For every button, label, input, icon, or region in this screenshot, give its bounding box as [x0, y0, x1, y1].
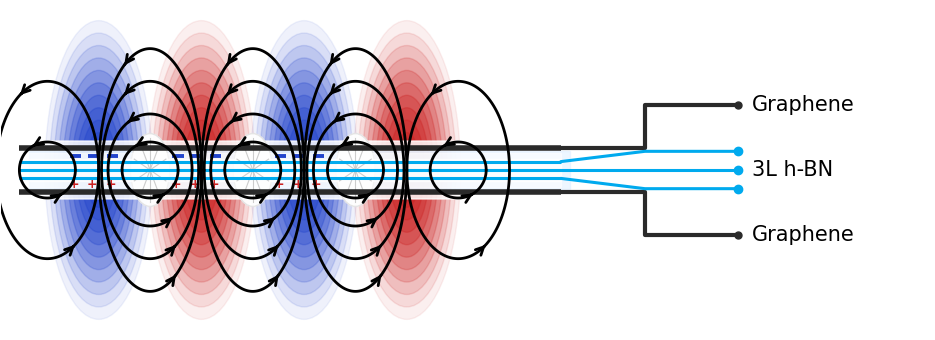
Text: +: + — [311, 177, 322, 190]
Ellipse shape — [197, 157, 206, 183]
Ellipse shape — [259, 46, 349, 294]
Ellipse shape — [402, 157, 411, 183]
Ellipse shape — [273, 83, 336, 257]
Ellipse shape — [67, 83, 130, 257]
Ellipse shape — [367, 58, 447, 282]
Text: Graphene: Graphene — [753, 95, 855, 115]
Text: Graphene: Graphene — [753, 225, 855, 245]
Ellipse shape — [157, 46, 246, 294]
Ellipse shape — [80, 120, 117, 220]
Ellipse shape — [371, 70, 442, 270]
Text: +: + — [87, 177, 97, 190]
Ellipse shape — [45, 21, 152, 319]
Bar — [20, 153, 561, 187]
Ellipse shape — [85, 133, 112, 207]
Text: +: + — [106, 177, 116, 190]
Ellipse shape — [77, 108, 122, 232]
Ellipse shape — [251, 21, 358, 319]
Ellipse shape — [268, 70, 340, 270]
Ellipse shape — [72, 95, 125, 245]
Ellipse shape — [50, 33, 148, 307]
FancyBboxPatch shape — [43, 141, 566, 199]
Text: +: + — [209, 177, 219, 190]
Ellipse shape — [394, 133, 420, 207]
Text: +: + — [190, 177, 200, 190]
Ellipse shape — [59, 58, 139, 282]
Ellipse shape — [291, 133, 318, 207]
Ellipse shape — [357, 33, 456, 307]
Ellipse shape — [94, 157, 103, 183]
Ellipse shape — [389, 120, 424, 220]
Bar — [20, 159, 561, 181]
Ellipse shape — [353, 21, 461, 319]
Text: +: + — [68, 177, 79, 190]
Ellipse shape — [183, 120, 220, 220]
Ellipse shape — [188, 133, 215, 207]
Ellipse shape — [233, 134, 272, 206]
Ellipse shape — [336, 134, 375, 206]
Ellipse shape — [286, 120, 322, 220]
Ellipse shape — [152, 33, 251, 307]
Ellipse shape — [161, 58, 241, 282]
Ellipse shape — [362, 46, 452, 294]
Text: 3L h-BN: 3L h-BN — [753, 160, 833, 180]
Ellipse shape — [255, 33, 353, 307]
Ellipse shape — [295, 145, 313, 195]
Ellipse shape — [180, 108, 223, 232]
Ellipse shape — [398, 145, 416, 195]
Ellipse shape — [193, 145, 210, 195]
Text: +: + — [274, 177, 284, 190]
Ellipse shape — [380, 95, 434, 245]
Text: +: + — [293, 177, 303, 190]
Ellipse shape — [264, 58, 344, 282]
Ellipse shape — [278, 95, 331, 245]
Ellipse shape — [281, 108, 326, 232]
Ellipse shape — [299, 157, 309, 183]
Ellipse shape — [175, 95, 228, 245]
Ellipse shape — [90, 145, 108, 195]
Ellipse shape — [384, 108, 429, 232]
Ellipse shape — [170, 83, 233, 257]
Ellipse shape — [165, 70, 237, 270]
Ellipse shape — [63, 70, 135, 270]
Ellipse shape — [131, 134, 169, 206]
Ellipse shape — [148, 21, 255, 319]
Bar — [29, 151, 570, 189]
Text: +: + — [171, 177, 181, 190]
Ellipse shape — [376, 83, 439, 257]
Ellipse shape — [54, 46, 143, 294]
